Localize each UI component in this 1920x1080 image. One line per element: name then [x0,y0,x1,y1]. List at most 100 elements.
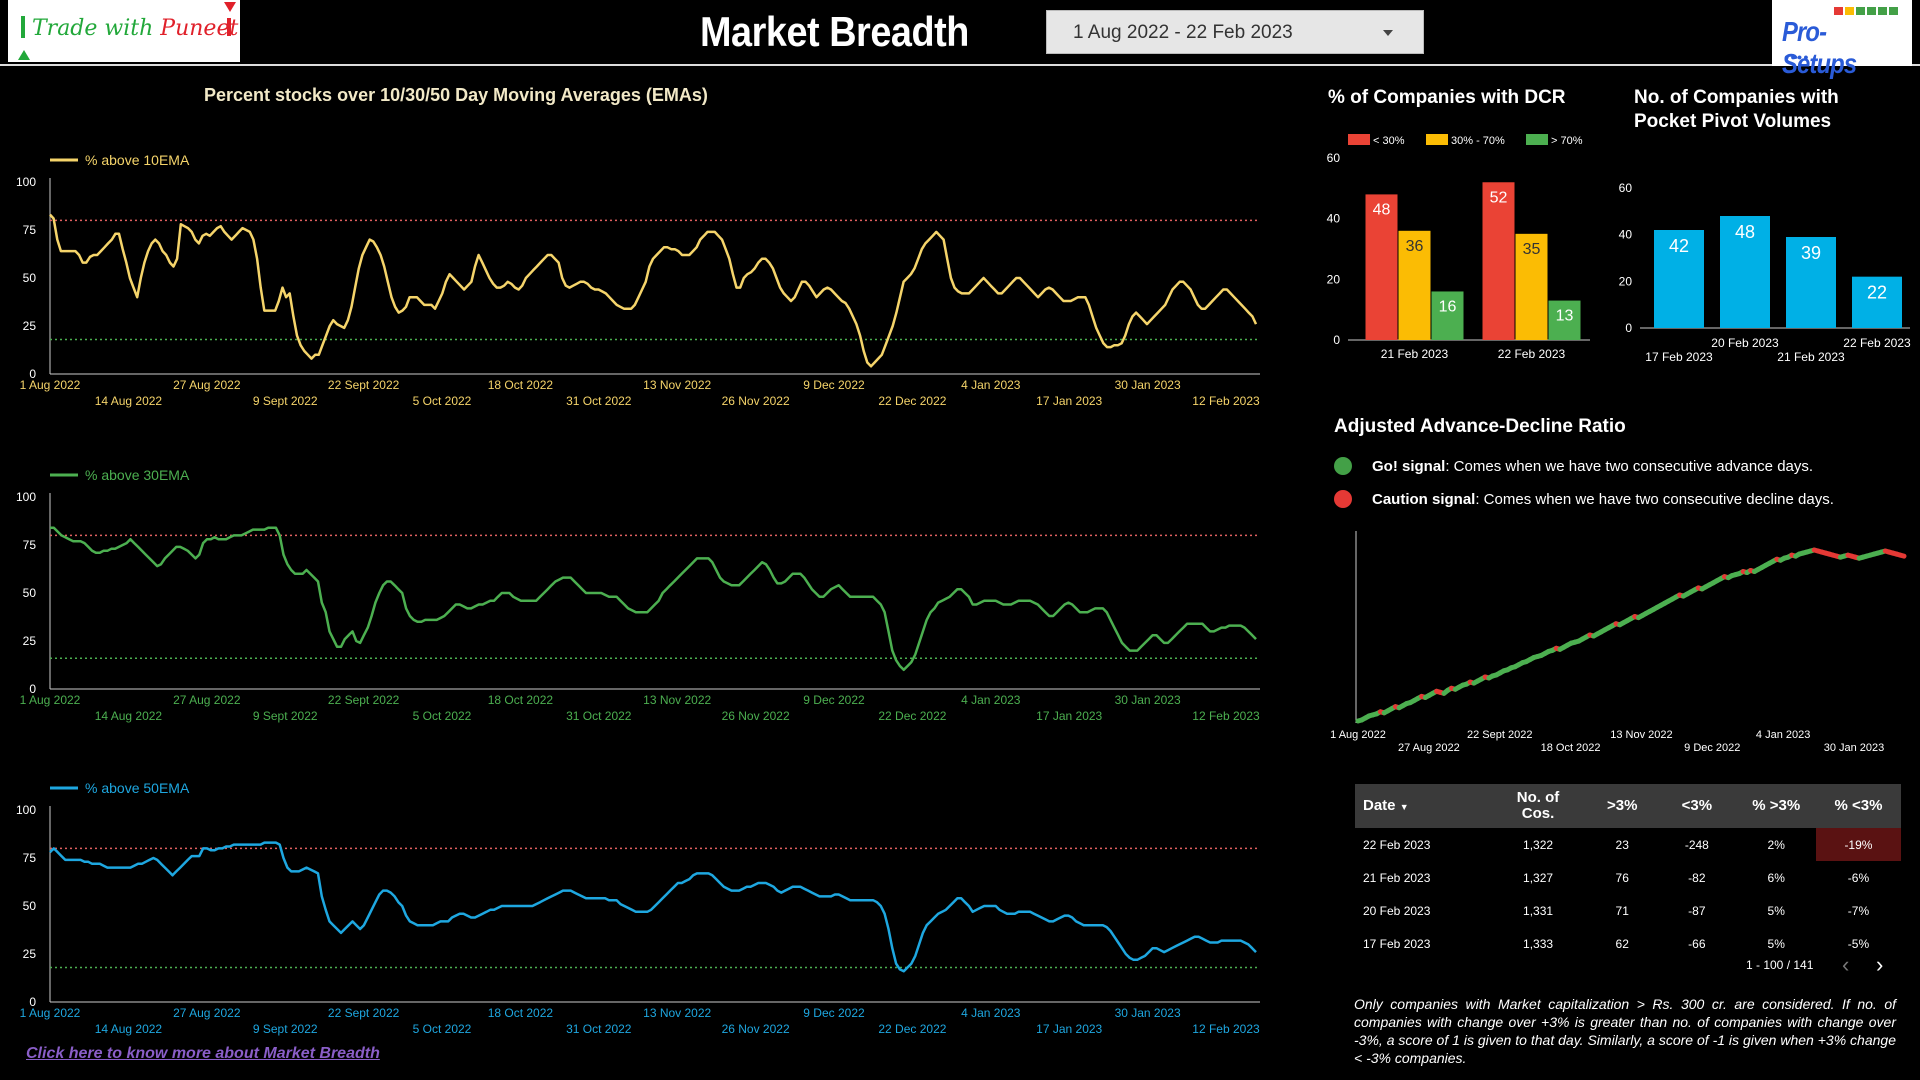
y-tick-label: 25 [23,319,37,333]
y-tick-label: 0 [29,367,36,381]
x-tick-label: 22 Feb 2023 [1498,347,1566,361]
cell: 6% [1767,870,1785,885]
go-signal-dot [1334,457,1352,475]
y-tick-label: 50 [23,271,37,285]
page-title: Market Breadth [700,8,969,55]
x-tick-label: 22 Feb 2023 [1843,336,1911,350]
y-tick-label: 0 [1625,321,1632,335]
ema-section-title: Percent stocks over 10/30/50 Day Moving … [204,85,708,105]
series-line [50,526,1257,672]
cell: 1,322 [1523,837,1554,852]
pocket-pivot-title-line2: Pocket Pivot Volumes [1634,111,1832,132]
col-pct-lt3-header[interactable]: % <3% [1834,797,1883,814]
bar [1515,233,1548,340]
x-tick-label: 13 Nov 2022 [1610,729,1672,741]
x-tick-label: 9 Dec 2022 [803,693,865,707]
y-tick-label: 25 [23,947,37,961]
data-label: 39 [1801,243,1821,263]
chevron-right-icon[interactable]: › [1876,952,1884,977]
x-tick-label: 22 Sept 2022 [328,1006,400,1020]
x-tick-label: 1 Aug 2022 [20,378,81,392]
col-cos-header[interactable]: No. of Cos. [1516,789,1560,822]
cell: -66 [1688,936,1706,951]
bar [1365,194,1398,340]
x-tick-label: 22 Dec 2022 [878,1022,946,1036]
x-tick-label: 30 Jan 2023 [1115,693,1181,707]
y-tick-label: 75 [23,538,37,552]
pocket-pivot-title: No. of Companies with Pocket Pivot Volum… [1634,86,1839,134]
y-tick-label: 60 [1327,151,1341,165]
breadth-table: Date ▼ No. of Cos. >3% <3% % >3% % <3% 22… [1355,784,1901,960]
y-tick-label: 60 [1619,181,1633,195]
dcr-legend-low: < 30% [1348,134,1405,147]
y-tick-label: 0 [29,995,36,1009]
table-row: 20 Feb 2023 1,331 71 -87 5% -7% [1355,894,1901,927]
cell: -19% [1815,828,1901,861]
chevron-left-icon[interactable]: ‹ [1842,952,1850,977]
x-tick-label: 22 Sept 2022 [1467,729,1532,741]
data-label: 16 [1439,298,1457,315]
dcr-legend-high: > 70% [1526,134,1583,147]
x-tick-label: 4 Jan 2023 [961,1006,1021,1020]
table-row: 22 Feb 2023 1,322 23 -248 2% -19% [1355,828,1901,861]
x-tick-label: 9 Dec 2022 [1684,742,1740,754]
x-tick-label: 1 Aug 2022 [20,693,81,707]
methodology-note: Only companies with Market capitalizatio… [1354,996,1896,1066]
brand-logo[interactable]: Trade with Puneet [8,0,240,62]
col-date-header[interactable]: Date ▼ [1363,796,1409,814]
x-tick-label: 22 Sept 2022 [328,378,400,392]
pocket-pivot-title-line1: No. of Companies with [1634,87,1839,108]
y-tick-label: 40 [1327,212,1341,226]
bar [1852,276,1902,328]
x-tick-label: 9 Sept 2022 [253,709,318,723]
chart-ema30: % above 30EMA 0 25 50 75 100 1 Aug 2022 14 Aug … [16,467,1260,723]
x-tick-label: 20 Feb 2023 [1711,336,1779,350]
col-lt3-header[interactable]: <3% [1681,797,1713,814]
cell: 22 Feb 2023 [1363,837,1431,852]
cell: 5% [1767,903,1785,918]
x-tick-label: 17 Feb 2023 [1645,350,1713,364]
cell: -7% [1847,903,1870,918]
date-range-select[interactable]: 1 Aug 2022 - 22 Feb 2023 [1046,10,1424,54]
bar [1398,230,1431,340]
y-tick-label: 40 [1619,228,1633,242]
col-gt3-header[interactable]: >3% [1606,797,1638,814]
y-tick-label: 0 [29,682,36,696]
candle-up-icon [18,16,30,60]
caution-signal-label: Caution signal [1372,491,1476,508]
more-info-link[interactable]: Click here to know more about Market Bre… [26,1045,380,1062]
logo-square [1878,7,1887,15]
y-tick-label: 100 [16,175,36,189]
x-tick-label: 4 Jan 2023 [961,378,1021,392]
legend-label: < 30% [1373,135,1405,147]
x-tick-label: 14 Aug 2022 [95,1022,163,1036]
cell: 20 Feb 2023 [1363,903,1431,918]
pro-setups-logo[interactable]: Pro-Setups ●●●● [1772,0,1912,79]
cell: -87 [1688,903,1706,918]
x-tick-label: 22 Dec 2022 [878,394,946,408]
chart-ema10: % above 10EMA 0 25 50 75 100 1 Aug 2022 14 Aug … [16,152,1260,408]
x-tick-label: 14 Aug 2022 [95,394,163,408]
x-tick-label: 13 Nov 2022 [643,693,711,707]
col-pct-gt3-header[interactable]: % >3% [1752,797,1801,814]
cell: 62 [1615,936,1629,951]
x-tick-label: 4 Jan 2023 [1756,729,1810,741]
dcr-title: % of Companies with DCR [1328,87,1566,108]
x-tick-label: 30 Jan 2023 [1115,378,1181,392]
chart-ema50: % above 50EMA 0 25 50 75 100 1 Aug 2022 14 Aug … [16,780,1260,1036]
x-tick-label: 5 Oct 2022 [413,1022,472,1036]
date-range-value: 1 Aug 2022 - 22 Feb 2023 [1073,22,1293,43]
ad-segment [1897,552,1907,559]
data-label: 42 [1669,236,1689,256]
cell: -82 [1688,870,1706,885]
x-tick-label: 9 Sept 2022 [253,394,318,408]
x-tick-label: 18 Oct 2022 [488,1006,554,1020]
x-tick-label: 22 Dec 2022 [878,709,946,723]
x-tick-label: 12 Feb 2023 [1192,394,1260,408]
y-tick-label: 50 [23,586,37,600]
bar [1654,230,1704,328]
cell: 1,327 [1523,870,1554,885]
chevron-down-icon [1383,30,1393,36]
y-tick-label: 75 [23,851,37,865]
cell: 21 Feb 2023 [1363,870,1431,885]
